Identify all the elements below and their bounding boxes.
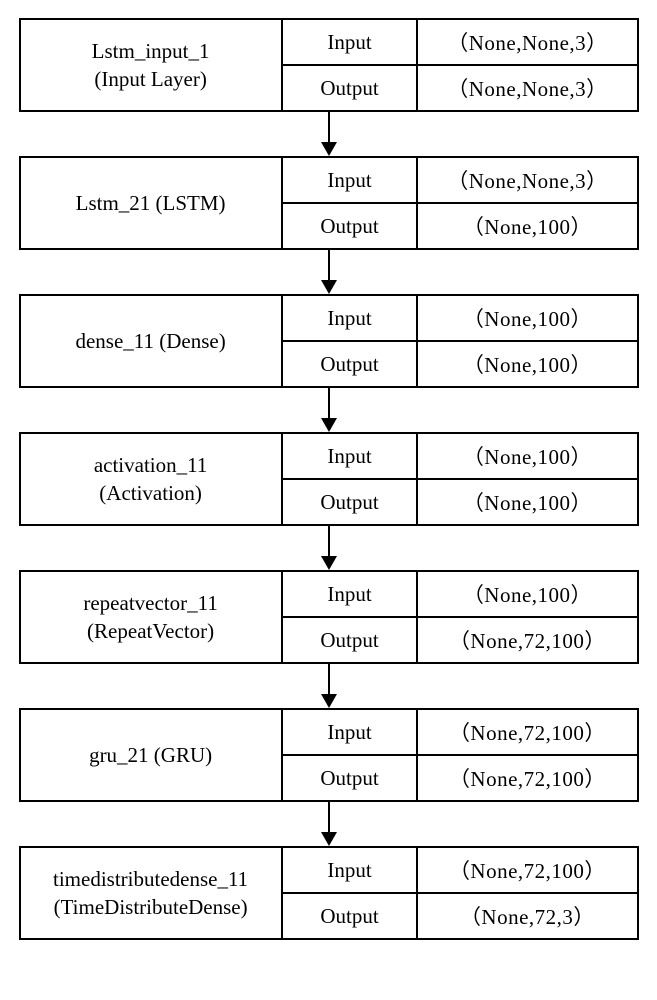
output-label: Output — [283, 342, 419, 386]
input-row: Input（None,72,100） — [283, 710, 637, 754]
output-row: Output（None,72,100） — [283, 754, 637, 800]
input-row: Input（None,100） — [283, 296, 637, 340]
layer-name: Lstm_input_1(Input Layer) — [21, 20, 283, 110]
output-label: Output — [283, 756, 419, 800]
layer-name: dense_11 (Dense) — [21, 296, 283, 386]
input-shape: （None,72,100） — [418, 848, 636, 892]
input-shape: （None,72,100） — [418, 710, 636, 754]
layer-name-line1: Lstm_21 (LSTM) — [76, 189, 226, 217]
layer-name-line1: dense_11 (Dense) — [75, 327, 225, 355]
output-shape: （None,72,100） — [418, 618, 636, 662]
layer-name-line1: activation_11 — [94, 451, 208, 479]
input-shape: （None,100） — [418, 296, 636, 340]
output-label: Output — [283, 894, 419, 938]
input-label: Input — [283, 848, 419, 892]
output-row: Output（None,100） — [283, 202, 637, 248]
input-label: Input — [283, 572, 419, 616]
input-row: Input（None,None,3） — [283, 158, 637, 202]
output-row: Output（None,None,3） — [283, 64, 637, 110]
input-shape: （None,None,3） — [418, 158, 636, 202]
input-row: Input（None,100） — [283, 434, 637, 478]
input-row: Input（None,None,3） — [283, 20, 637, 64]
layer-name-line1: Lstm_input_1 — [92, 37, 210, 65]
arrow-down-icon — [317, 526, 341, 570]
input-row: Input（None,100） — [283, 572, 637, 616]
layer-name: Lstm_21 (LSTM) — [21, 158, 283, 248]
layer-name: activation_11(Activation) — [21, 434, 283, 524]
output-row: Output（None,72,100） — [283, 616, 637, 662]
output-shape: （None,None,3） — [418, 66, 636, 110]
input-row: Input（None,72,100） — [283, 848, 637, 892]
output-row: Output（None,100） — [283, 340, 637, 386]
output-shape: （None,72,3） — [418, 894, 636, 938]
layer-name-line2: (RepeatVector) — [87, 617, 214, 645]
layer-name-line2: (Input Layer) — [94, 65, 207, 93]
input-label: Input — [283, 20, 419, 64]
output-shape: （None,100） — [418, 204, 636, 248]
layer-name-line1: repeatvector_11 — [83, 589, 217, 617]
output-shape: （None,100） — [418, 342, 636, 386]
input-label: Input — [283, 710, 419, 754]
layer-io: Input（None,100）Output（None,72,100） — [283, 572, 637, 662]
layer-name: repeatvector_11(RepeatVector) — [21, 572, 283, 662]
output-label: Output — [283, 480, 419, 524]
layer-name-line2: (TimeDistributeDense) — [54, 893, 248, 921]
input-shape: （None,None,3） — [418, 20, 636, 64]
input-label: Input — [283, 158, 419, 202]
layer-name: gru_21 (GRU) — [21, 710, 283, 800]
output-shape: （None,72,100） — [418, 756, 636, 800]
layer-block: Lstm_input_1(Input Layer)Input（None,None… — [19, 18, 639, 112]
layer-io: Input（None,100）Output（None,100） — [283, 434, 637, 524]
layer-block: gru_21 (GRU) Input（None,72,100）Output（Non… — [19, 708, 639, 802]
output-shape: （None,100） — [418, 480, 636, 524]
layer-block: repeatvector_11(RepeatVector)Input（None,… — [19, 570, 639, 664]
layer-name-line2: (Activation) — [99, 479, 202, 507]
arrow-down-icon — [317, 112, 341, 156]
layer-io: Input（None,None,3）Output（None,100） — [283, 158, 637, 248]
layer-block: dense_11 (Dense) Input（None,100）Output（No… — [19, 294, 639, 388]
layer-io: Input（None,None,3）Output（None,None,3） — [283, 20, 637, 110]
layer-block: timedistributedense_11(TimeDistributeDen… — [19, 846, 639, 940]
output-row: Output（None,100） — [283, 478, 637, 524]
arrow-down-icon — [317, 664, 341, 708]
model-architecture-diagram: Lstm_input_1(Input Layer)Input（None,None… — [19, 18, 639, 940]
layer-block: Lstm_21 (LSTM) Input（None,None,3）Output（N… — [19, 156, 639, 250]
arrow-down-icon — [317, 250, 341, 294]
layer-name: timedistributedense_11(TimeDistributeDen… — [21, 848, 283, 938]
output-label: Output — [283, 66, 419, 110]
arrow-down-icon — [317, 802, 341, 846]
layer-name-line1: gru_21 (GRU) — [89, 741, 212, 769]
layer-block: activation_11(Activation)Input（None,100）… — [19, 432, 639, 526]
layer-io: Input（None,100）Output（None,100） — [283, 296, 637, 386]
layer-name-line1: timedistributedense_11 — [53, 865, 248, 893]
input-shape: （None,100） — [418, 572, 636, 616]
input-label: Input — [283, 296, 419, 340]
output-row: Output（None,72,3） — [283, 892, 637, 938]
input-shape: （None,100） — [418, 434, 636, 478]
output-label: Output — [283, 204, 419, 248]
input-label: Input — [283, 434, 419, 478]
output-label: Output — [283, 618, 419, 662]
arrow-down-icon — [317, 388, 341, 432]
layer-io: Input（None,72,100）Output（None,72,3） — [283, 848, 637, 938]
layer-io: Input（None,72,100）Output（None,72,100） — [283, 710, 637, 800]
